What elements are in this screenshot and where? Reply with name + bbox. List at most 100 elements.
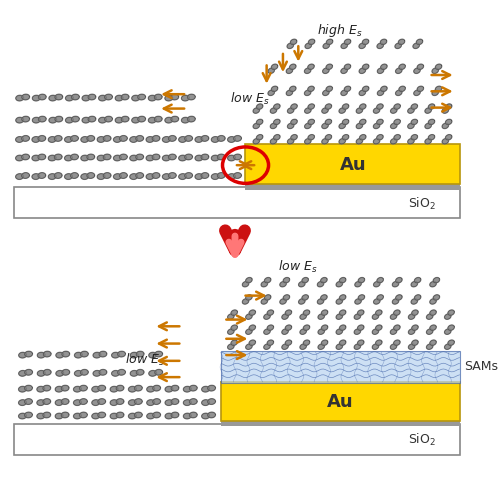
Polygon shape [322,90,329,95]
Polygon shape [360,135,366,140]
Polygon shape [322,108,328,113]
Polygon shape [64,137,72,142]
Polygon shape [425,138,432,144]
Polygon shape [433,277,440,283]
Polygon shape [256,135,263,140]
Polygon shape [360,104,366,109]
Polygon shape [390,344,396,349]
Polygon shape [413,43,420,48]
Polygon shape [282,344,288,349]
Polygon shape [72,94,79,100]
Polygon shape [184,173,192,178]
Polygon shape [425,108,432,113]
Polygon shape [342,104,349,109]
Polygon shape [110,400,118,405]
Polygon shape [411,282,418,287]
Polygon shape [396,295,402,300]
Polygon shape [182,117,189,123]
Polygon shape [396,68,402,73]
Polygon shape [62,369,70,375]
Polygon shape [291,104,297,109]
Polygon shape [308,135,314,140]
Polygon shape [377,43,384,48]
Text: SiO$_2$: SiO$_2$ [408,433,436,448]
Polygon shape [168,154,176,160]
Polygon shape [121,116,129,122]
Polygon shape [322,138,328,144]
Polygon shape [81,174,88,179]
Polygon shape [66,95,74,101]
Polygon shape [37,400,44,405]
Polygon shape [356,123,362,128]
Polygon shape [202,387,209,392]
Polygon shape [18,371,26,376]
Polygon shape [61,385,69,391]
Polygon shape [358,340,364,345]
Polygon shape [152,154,160,160]
Polygon shape [115,95,123,101]
Polygon shape [93,353,101,358]
Polygon shape [326,86,332,91]
Polygon shape [442,108,448,113]
Polygon shape [24,399,32,404]
Polygon shape [399,64,406,69]
Polygon shape [322,68,329,73]
Polygon shape [344,86,350,91]
Polygon shape [433,295,440,300]
Polygon shape [55,116,62,122]
Polygon shape [103,173,111,178]
Bar [14,187,460,218]
Polygon shape [282,314,288,319]
Polygon shape [362,64,369,69]
Polygon shape [72,116,79,122]
Polygon shape [32,174,40,179]
Polygon shape [377,295,384,300]
Polygon shape [136,136,143,141]
Polygon shape [285,310,292,315]
Polygon shape [134,385,142,391]
Polygon shape [394,340,400,345]
Polygon shape [98,399,106,404]
Polygon shape [128,413,136,419]
Polygon shape [22,154,30,160]
Polygon shape [32,137,40,142]
Polygon shape [228,155,235,161]
Polygon shape [80,351,88,357]
Polygon shape [32,95,40,101]
Polygon shape [38,94,46,100]
Polygon shape [165,95,172,101]
Polygon shape [228,137,235,142]
Polygon shape [201,154,209,160]
Polygon shape [178,155,186,161]
Polygon shape [336,329,342,334]
Polygon shape [342,119,349,125]
Polygon shape [318,282,324,287]
Polygon shape [55,94,62,100]
Polygon shape [55,387,63,392]
Polygon shape [256,104,263,109]
Polygon shape [308,119,314,125]
Polygon shape [358,277,364,283]
Polygon shape [428,104,434,109]
Polygon shape [74,413,82,419]
Polygon shape [448,310,454,315]
Polygon shape [359,90,366,95]
Polygon shape [320,295,327,300]
Polygon shape [272,86,278,91]
Polygon shape [130,353,138,358]
Text: Au: Au [340,156,366,174]
Polygon shape [48,137,56,142]
Polygon shape [112,353,120,358]
Polygon shape [82,95,90,101]
Polygon shape [24,385,32,391]
Polygon shape [344,39,351,45]
Polygon shape [98,385,106,391]
Polygon shape [88,116,96,122]
Polygon shape [285,340,292,345]
Polygon shape [446,104,452,109]
Text: low $E_s$: low $E_s$ [124,352,164,368]
Polygon shape [380,39,386,45]
Polygon shape [120,173,127,178]
Polygon shape [130,137,138,142]
Polygon shape [132,95,140,101]
